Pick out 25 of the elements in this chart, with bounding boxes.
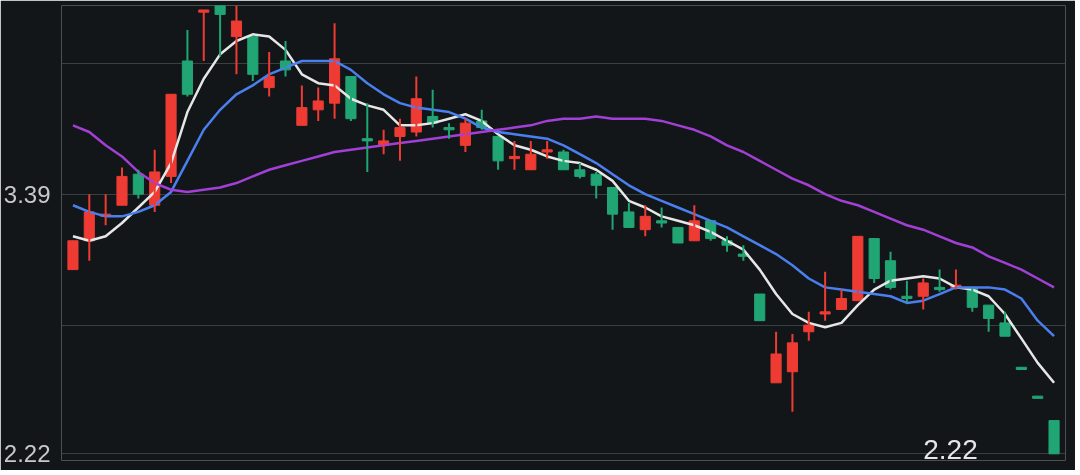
candlestick — [656, 206, 668, 229]
candlestick — [116, 166, 128, 207]
candlestick — [67, 239, 79, 271]
candlestick — [574, 162, 586, 180]
candlestick — [247, 35, 259, 82]
candlestick — [623, 202, 635, 229]
annotation: 2.22 — [923, 433, 978, 465]
candlestick — [394, 117, 406, 162]
candlestick — [361, 102, 373, 173]
candlestick — [868, 237, 880, 284]
candlestick — [198, 8, 210, 62]
candlestick — [770, 330, 782, 384]
candlestick — [1032, 395, 1044, 400]
line-series — [71, 115, 1056, 289]
candlestick — [754, 293, 766, 322]
y-tick-label: 3.39 — [3, 180, 51, 208]
candlestick — [541, 139, 553, 160]
line-series — [71, 59, 1056, 338]
candlestick — [999, 310, 1011, 338]
line-series — [71, 33, 1056, 385]
candlestick — [672, 226, 684, 244]
candlestick — [852, 235, 864, 302]
candlestick — [1048, 419, 1060, 455]
candlestick — [296, 84, 308, 127]
candlestick — [819, 270, 831, 322]
